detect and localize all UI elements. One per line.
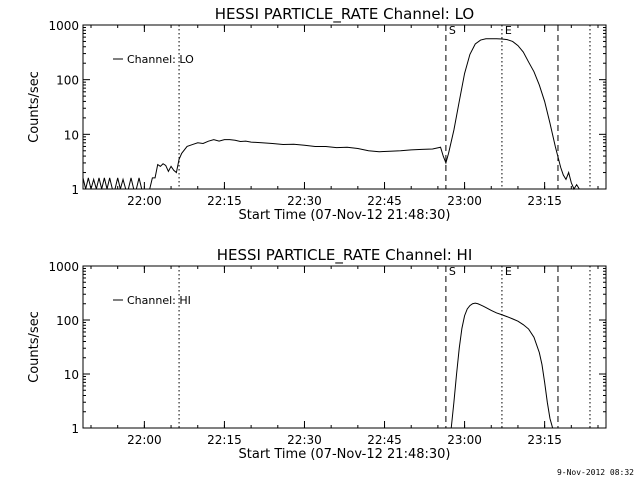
y-tick-label: 1 [71, 422, 79, 436]
y-tick-label: 100 [56, 74, 79, 88]
x-tick-label: 22:00 [127, 194, 162, 208]
x-tick-label: 22:30 [287, 433, 322, 447]
chart-title: HESSI PARTICLE_RATE Channel: HI [217, 246, 473, 265]
y-tick-label: 1000 [48, 19, 79, 33]
y-tick-label: 1000 [48, 260, 79, 274]
y-axis-label: Counts/sec [27, 71, 42, 143]
series-line [82, 38, 580, 191]
legend-label: Channel: HI [127, 294, 191, 307]
x-axis-label: Start Time (07-Nov-12 21:48:30) [239, 208, 451, 223]
y-tick-label: 100 [56, 314, 79, 328]
x-tick-label: 22:15 [207, 433, 242, 447]
x-tick-label: 23:00 [447, 194, 482, 208]
x-axis-label: Start Time (07-Nov-12 21:48:30) [239, 447, 451, 462]
x-tick-label: 23:00 [447, 433, 482, 447]
marker-label: S [449, 24, 456, 37]
plot-frame [82, 24, 607, 190]
y-tick-label: 1 [71, 183, 79, 197]
series-line [450, 302, 554, 429]
x-tick-label: 22:15 [207, 194, 242, 208]
marker-label: S [449, 265, 456, 278]
y-axis-label: Counts/sec [27, 311, 42, 383]
x-tick-label: 22:45 [367, 433, 402, 447]
chart-title: HESSI PARTICLE_RATE Channel: LO [215, 5, 474, 24]
x-tick-label: 22:45 [367, 194, 402, 208]
marker-label: E [505, 24, 512, 37]
plot-frame [82, 265, 607, 429]
x-tick-label: 23:15 [527, 433, 562, 447]
x-tick-label: 22:30 [287, 194, 322, 208]
footer-timestamp: 9-Nov-2012 08:32 [556, 468, 634, 477]
y-tick-label: 10 [64, 128, 79, 142]
legend-label: Channel: LO [127, 53, 194, 66]
x-tick-label: 22:00 [127, 433, 162, 447]
y-tick-label: 10 [64, 368, 79, 382]
x-tick-label: 23:15 [527, 194, 562, 208]
marker-label: E [505, 265, 512, 278]
